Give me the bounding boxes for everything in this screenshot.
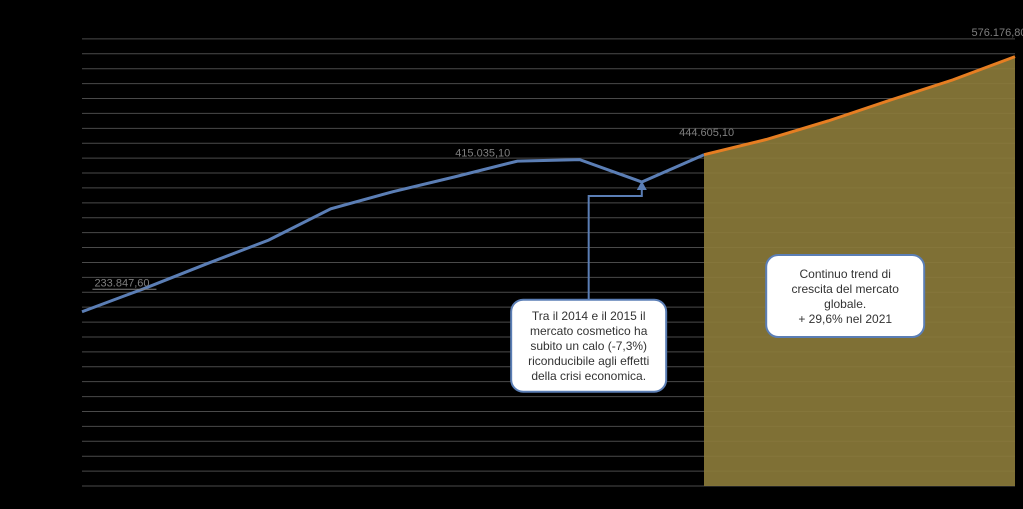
callout-text-growth: Continuo trend di xyxy=(799,267,890,281)
data-label: 444.605,10 xyxy=(679,127,734,139)
chart-svg: 233.847,60 415.035,10 444.605,10 576.176,80… xyxy=(0,0,1023,509)
callout-text-crisis: mercato cosmetico ha xyxy=(530,324,648,338)
callout-text-crisis: riconducibile agli effetti xyxy=(528,354,649,368)
callout-text-growth: + 29,6% nel 2021 xyxy=(798,312,892,326)
callout-text-crisis: della crisi economica. xyxy=(531,369,646,383)
data-label: 233.847,60 xyxy=(94,277,149,289)
callout-arrow xyxy=(589,188,642,300)
data-label: 415.035,10 xyxy=(455,148,510,160)
callout-text-crisis: subito un calo (-7,3%) xyxy=(530,339,647,353)
callout-text-growth: crescita del mercato xyxy=(792,282,900,296)
actual-line xyxy=(82,155,704,312)
callout-arrowhead xyxy=(637,181,647,190)
data-label: 576.176,80 xyxy=(971,27,1023,39)
callout-text-crisis: Tra il 2014 e il 2015 il xyxy=(532,309,646,323)
callout-text-growth: globale. xyxy=(824,297,866,311)
line-chart: 233.847,60 415.035,10 444.605,10 576.176,80… xyxy=(0,0,1023,509)
